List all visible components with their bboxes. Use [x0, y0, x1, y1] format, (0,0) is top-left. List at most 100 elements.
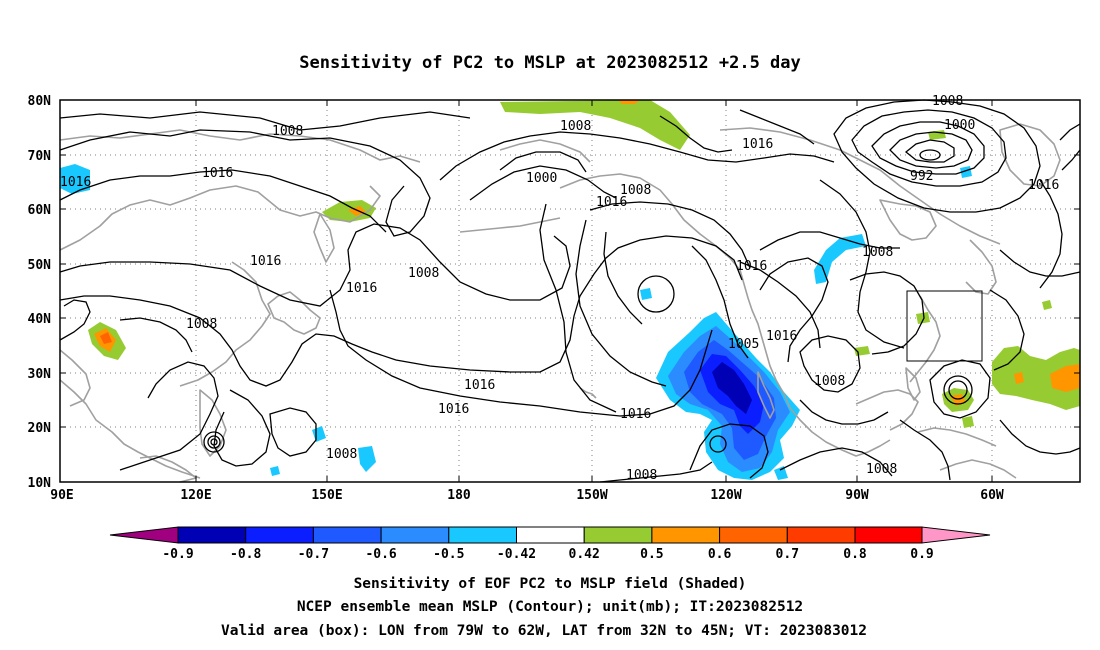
coast-kamchatka [313, 213, 335, 263]
shade-spot-5 [640, 288, 652, 300]
coast-caribbean [917, 427, 997, 447]
colorbar-label: -0.5 [433, 547, 464, 562]
y-tick-labels: 80N 70N 60N 50N 40N 30N 20N 10N [28, 94, 52, 491]
colorbar-bin [448, 526, 517, 544]
contour-label-1016-d: 1016 [742, 137, 773, 152]
coast-aleutians [459, 217, 561, 233]
coast-greenland [999, 123, 1061, 187]
coast-hudson [879, 199, 937, 241]
contour-label-1008-j: 1008 [626, 468, 657, 483]
x-tick-label: 150E [311, 488, 342, 503]
figure-title: Sensitivity of PC2 to MSLP at 2023082512… [299, 53, 801, 73]
shade-atlantic-positive [992, 346, 1080, 410]
x-tick-label: 90W [845, 488, 869, 503]
y-tick-label: 60N [28, 203, 52, 218]
contour-label-1000-a: 1000 [526, 171, 557, 186]
colorbar-bin [583, 526, 653, 544]
colorbar-arrow-right [921, 526, 991, 544]
coast-russia-north [59, 129, 421, 163]
colorbar-bin [719, 526, 788, 544]
x-tick-label: 60W [980, 488, 1004, 503]
coast-asia [59, 185, 381, 251]
contour-label-1008-g: 1008 [186, 317, 217, 332]
contour-label-1008-a: 1008 [272, 124, 303, 139]
x-tick-label: 120E [180, 488, 211, 503]
contour-labels: 1008 1016 1016 1008 1000 1008 1016 1016 … [60, 94, 1059, 483]
x-tick-labels: 90E 120E 150E 180 150W 120W 90W 60W [50, 488, 1004, 503]
colorbar-bin [312, 526, 382, 544]
shade-kamchatka-positive [322, 200, 376, 222]
colorbar-label: -0.7 [298, 547, 329, 562]
contour-label-1016-j: 1016 [464, 378, 495, 393]
x-tick-label: 180 [447, 488, 471, 503]
contour-label-1016-e: 1016 [1028, 178, 1059, 193]
colorbar-label: 0.5 [640, 547, 663, 562]
colorbar-label: 0.42 [569, 547, 600, 562]
shade-spot-3 [358, 446, 376, 472]
shade-west-red [100, 332, 112, 344]
contour-label-1016-b: 1016 [202, 166, 233, 181]
contour-label-1016-k: 1016 [438, 402, 469, 417]
colorbar-label: -0.6 [365, 547, 396, 562]
coast-east-coast [909, 295, 941, 383]
shade-spot-10 [962, 416, 974, 428]
caption-line-2: NCEP ensemble mean MSLP (Contour); unit(… [297, 599, 803, 615]
shade-spot-12 [1042, 300, 1052, 310]
contour-label-1008-h: 1008 [814, 374, 845, 389]
contour-label-1000-b: 1000 [944, 118, 975, 133]
y-tick-label: 80N [28, 94, 52, 109]
y-tick-label: 10N [28, 476, 52, 491]
shade-atlantic-orange [1050, 364, 1080, 392]
coast-bering [499, 139, 591, 163]
y-tick-label: 40N [28, 312, 52, 327]
shade-spot-4 [270, 466, 280, 476]
contour-label-1016-l: 1016 [620, 407, 651, 422]
coast-mexico [789, 407, 891, 457]
shade-epac-negative-0_8 [712, 362, 752, 414]
contour-label-1008-f: 1008 [862, 245, 893, 260]
contour-label-1005: 1005 [728, 337, 759, 352]
contour-label-1016-c: 1016 [596, 195, 627, 210]
coastlines [59, 123, 1061, 483]
coast-baja [757, 371, 775, 419]
colorbar-label: -0.42 [497, 547, 536, 562]
mslp-contours [59, 99, 1081, 483]
shade-spot-7 [774, 466, 788, 480]
colorbar: -0.9 -0.8 -0.7 -0.6 -0.5 -0.42 0.42 0.5 … [109, 526, 991, 562]
caption-line-1: Sensitivity of EOF PC2 to MSLP field (Sh… [354, 576, 747, 592]
valid-area-box [906, 290, 983, 362]
coast-borneo [139, 455, 197, 483]
caption-line-3: Valid area (box): LON from 79W to 62W, L… [221, 623, 867, 639]
coast-north-america-west [739, 269, 791, 409]
colorbar-arrow-left [109, 526, 179, 544]
contour-label-1016-g: 1016 [346, 281, 377, 296]
contour-label-1008-k: 1008 [866, 462, 897, 477]
y-tick-label: 20N [28, 421, 52, 436]
shade-atlantic-orange-2 [1014, 372, 1024, 384]
coast-hawaii [579, 387, 597, 399]
y-tick-label: 30N [28, 367, 52, 382]
contour-label-1008-e: 1008 [408, 266, 439, 281]
x-tick-label: 90E [50, 488, 73, 503]
coast-canada-arctic [719, 127, 1001, 245]
colorbar-bin [245, 526, 314, 544]
colorbar-bin [380, 526, 450, 544]
contour-label-1008-b: 1008 [560, 119, 591, 134]
shade-spot-8 [916, 312, 930, 324]
coast-korea-japan [267, 291, 321, 335]
colorbar-bin [854, 526, 923, 544]
plot-frame [59, 99, 1081, 483]
coast-india [59, 349, 91, 407]
contour-label-992: 992 [910, 169, 933, 184]
coast-south-america [939, 459, 1017, 479]
colorbar-bin [651, 526, 721, 544]
map-plot: 1008 1016 1016 1008 1000 1008 1016 1016 … [28, 94, 1081, 503]
contour-label-1016-h: 1016 [736, 259, 767, 274]
x-tick-label: 150W [576, 488, 607, 503]
y-tick-label: 50N [28, 258, 52, 273]
contour-label-1016-i: 1016 [766, 329, 797, 344]
shade-gulf-negative [814, 234, 866, 284]
contour-label-1008-d: 1008 [932, 94, 963, 109]
contour-label-1008-i: 1008 [326, 447, 357, 462]
coast-labrador [965, 239, 997, 295]
